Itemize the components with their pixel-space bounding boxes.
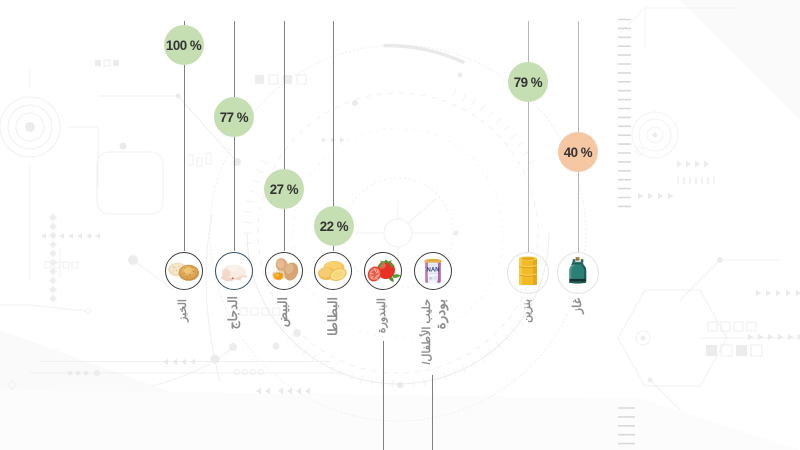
svg-text:3: 3 [438, 278, 441, 283]
svg-text:NAN: NAN [427, 267, 440, 273]
